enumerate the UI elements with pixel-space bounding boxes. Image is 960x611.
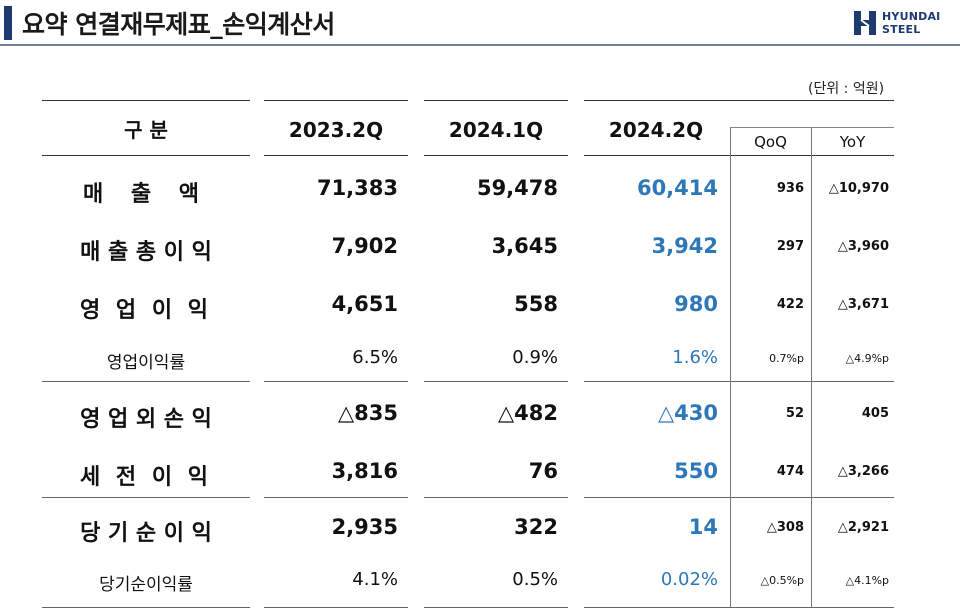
cell-yoy: △10,970 (828, 181, 889, 196)
title-bar: 요약 연결재무제표_손익계산서 (0, 0, 960, 46)
header-top-rule (424, 100, 568, 101)
cell-2024-2q: 60,414 (636, 176, 718, 200)
cell-qoq: 474 (776, 464, 804, 479)
row-label-non-operating: 영 업 외 손 익 (80, 407, 212, 432)
row-label-revenue: 매 출 액 (82, 182, 210, 207)
cell-2024-1q: 558 (514, 292, 558, 316)
header-bottom-rule (264, 155, 408, 156)
table-bottom-rule (42, 607, 250, 608)
group-divider (42, 497, 250, 498)
cell-qoq: 52 (785, 406, 804, 421)
title-divider (0, 44, 960, 46)
header-top-rule (264, 100, 408, 101)
cell-2024-1q: 322 (514, 515, 558, 539)
cell-yoy: △4.1%p (845, 574, 889, 587)
unit-label: (단위 : 억원) (808, 81, 885, 97)
header-qoq: QoQ (754, 133, 787, 151)
cell-yoy: △4.9%p (845, 352, 889, 365)
group-divider (424, 381, 568, 382)
row-label-operating-profit: 영 업 이 익 (80, 298, 212, 323)
cell-yoy: △3,960 (837, 239, 889, 254)
group-divider (264, 497, 408, 498)
row-label-pretax-income: 세 전 이 익 (80, 465, 212, 490)
cell-yoy: △2,921 (837, 520, 889, 535)
qoq-left-rule (730, 127, 731, 607)
cell-2024-2q: 14 (688, 515, 718, 539)
header-category: 구 분 (124, 118, 168, 142)
cell-2024-1q: △482 (498, 401, 558, 425)
cell-2023-2q: 7,902 (331, 234, 398, 258)
group-divider (584, 497, 894, 498)
table-bottom-rule (584, 607, 894, 608)
cell-2023-2q: 6.5% (352, 347, 398, 368)
cell-2023-2q: 3,816 (331, 459, 398, 483)
group-divider (424, 497, 568, 498)
cell-qoq: △308 (766, 520, 804, 535)
title-accent-bar (4, 6, 12, 40)
header-2023-2q: 2023.2Q (288, 118, 384, 142)
qoq-yoy-rule (811, 127, 812, 607)
header-top-rule (42, 100, 250, 101)
cell-2023-2q: 4.1% (352, 569, 398, 590)
group-divider (264, 381, 408, 382)
header-sub-rule (730, 127, 894, 128)
row-label-operating-margin: 영업이익률 (106, 353, 186, 373)
cell-qoq: 422 (776, 297, 804, 312)
group-divider (584, 381, 894, 382)
page-title: 요약 연결재무제표_손익계산서 (22, 10, 335, 39)
cell-2024-1q: 0.9% (512, 347, 558, 368)
cell-2024-2q: 0.02% (660, 569, 718, 590)
hyundai-steel-logo: HYUNDAI STEEL (852, 9, 944, 39)
group-divider (42, 381, 250, 382)
header-bottom-rule (42, 155, 250, 156)
cell-qoq: 297 (776, 239, 804, 254)
header-top-rule (584, 100, 894, 101)
cell-yoy: △3,671 (837, 297, 889, 312)
cell-2024-1q: 76 (528, 459, 558, 483)
table-bottom-rule (264, 607, 408, 608)
cell-2024-1q: 59,478 (476, 176, 558, 200)
cell-2023-2q: 2,935 (331, 515, 398, 539)
cell-qoq: △0.5%p (760, 574, 804, 587)
cell-yoy: △3,266 (837, 464, 889, 479)
row-label-gross-profit: 매 출 총 이 익 (80, 240, 212, 265)
cell-2024-2q: 1.6% (672, 347, 718, 368)
cell-2023-2q: 4,651 (331, 292, 398, 316)
table-bottom-rule (424, 607, 568, 608)
cell-2023-2q: △835 (338, 401, 398, 425)
header-2024-2q: 2024.2Q (608, 118, 704, 142)
logo-wordmark: HYUNDAI STEEL (882, 10, 940, 36)
row-label-net-income: 당 기 순 이 익 (80, 521, 212, 546)
header-2024-1q: 2024.1Q (448, 118, 544, 142)
cell-2024-1q: 3,645 (491, 234, 558, 258)
cell-2024-1q: 0.5% (512, 569, 558, 590)
logo-line-2: STEEL (882, 23, 921, 36)
h-logo-icon (854, 11, 876, 35)
header-bottom-rule (584, 155, 894, 156)
header-yoy: YoY (839, 133, 866, 151)
cell-yoy: 405 (861, 406, 889, 421)
cell-2024-2q: △430 (658, 401, 718, 425)
row-label-net-margin: 당기순이익률 (99, 575, 193, 595)
cell-qoq: 0.7%p (769, 352, 804, 365)
cell-2024-2q: 980 (674, 292, 718, 316)
cell-qoq: 936 (776, 181, 804, 196)
cell-2023-2q: 71,383 (316, 176, 398, 200)
logo-line-1: HYUNDAI (882, 10, 941, 23)
cell-2024-2q: 3,942 (651, 234, 718, 258)
header-bottom-rule (424, 155, 568, 156)
cell-2024-2q: 550 (674, 459, 718, 483)
